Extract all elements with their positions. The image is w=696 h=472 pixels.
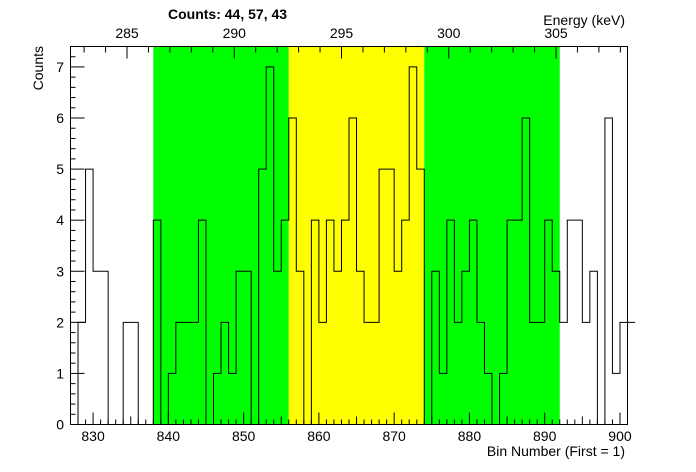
x-tick-label: 840 [157,428,181,444]
y-tick-label: 6 [56,110,64,126]
x-tick-label: 900 [608,428,632,444]
y-tick-label: 5 [56,161,64,177]
x-axis-label: Bin Number (First = 1) [487,443,625,459]
chart-title: Counts: 44, 57, 43 [168,6,287,22]
top-tick-label: 285 [115,25,139,41]
x-tick-label: 870 [382,428,406,444]
y-axis-label: Counts [30,46,46,90]
top-axis-ticks: 285 290 295 300 305 [83,25,621,59]
top-tick-label: 305 [544,25,568,41]
y-tick-label: 4 [56,212,64,228]
x-tick-label: 830 [81,428,105,444]
y-tick-label: 3 [56,263,64,279]
y-tick-label: 7 [56,59,64,75]
region-band-3 [424,46,560,425]
y-tick-label: 2 [56,314,64,330]
x-tick-label: 860 [307,428,331,444]
top-axis-label: Energy (keV) [543,12,625,28]
bottom-axis-ticks: 830 840 850 860 870 880 890 900 [70,412,632,444]
top-tick-label: 290 [223,25,247,41]
top-tick-label: 295 [330,25,354,41]
x-tick-label: 880 [458,428,482,444]
top-tick-label: 300 [437,25,461,41]
left-axis-ticks: 0 1 2 3 4 5 6 7 [56,46,85,433]
y-tick-label: 0 [56,417,64,433]
y-tick-label: 1 [56,365,64,381]
histogram-steps [70,66,636,425]
x-tick-label: 850 [232,428,256,444]
x-tick-label: 890 [533,428,557,444]
